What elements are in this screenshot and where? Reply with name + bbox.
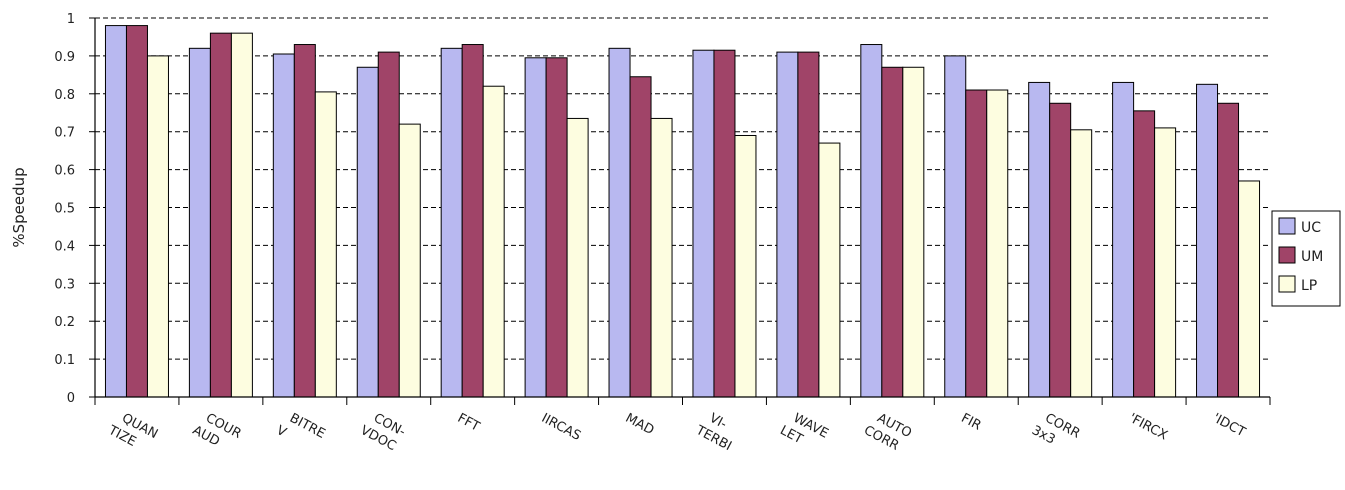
x-tick-label-line: V xyxy=(274,423,289,440)
y-tick-label: 0.7 xyxy=(54,126,75,141)
y-tick-label: 0.9 xyxy=(54,50,75,65)
bar-um xyxy=(293,44,316,398)
bar-um xyxy=(629,76,652,398)
x-tick-label-line: FIR xyxy=(958,411,983,434)
bar-lp xyxy=(1154,127,1177,398)
y-axis-title: %Speedup xyxy=(10,167,28,247)
bar-lp xyxy=(398,123,421,398)
bar-um xyxy=(881,66,904,398)
y-tick-label: 0.5 xyxy=(54,202,75,217)
x-tick-label-line: MAD xyxy=(623,411,657,438)
x-tick-label: FIR xyxy=(958,411,983,434)
bar-lp xyxy=(566,117,589,398)
bars xyxy=(104,25,1261,398)
bar-lp xyxy=(902,66,925,398)
x-tick-label-line: 'IDCT xyxy=(1210,411,1247,440)
bar-uc xyxy=(860,44,883,398)
bar-uc xyxy=(1196,83,1219,398)
legend: UC UM LP xyxy=(1271,210,1341,307)
legend-label-lp: LP xyxy=(1301,278,1317,294)
bar-um xyxy=(545,57,568,398)
bar-lp xyxy=(734,134,757,398)
bar-uc xyxy=(692,49,715,398)
x-tick-label: CON-VDOC xyxy=(358,411,408,454)
bar-um xyxy=(797,51,820,398)
legend-swatch-uc xyxy=(1278,217,1296,235)
bar-um xyxy=(1217,102,1240,398)
y-tick-label: 0.2 xyxy=(54,315,75,330)
bar-um xyxy=(461,44,484,398)
y-tick-labels: 0 0.1 0.2 0.3 0.4 0.5 0.6 0.7 0.8 0.9 1 xyxy=(54,12,75,406)
bar-uc xyxy=(440,47,463,398)
x-tick-label: 'FIRCX xyxy=(1126,411,1170,444)
bar-um xyxy=(377,51,400,398)
bar-lp xyxy=(650,117,673,398)
bar-uc xyxy=(524,57,547,398)
bar-um xyxy=(209,32,232,398)
y-tick-label: 0.4 xyxy=(54,239,75,254)
x-tick-label-line: BITRE xyxy=(287,411,328,442)
y-tick-label: 0 xyxy=(67,391,75,406)
x-tick-label-line: 'FIRCX xyxy=(1126,411,1170,444)
x-tick-label: MAD xyxy=(623,411,657,438)
bar-lp xyxy=(482,85,505,398)
x-tick-label: FFT xyxy=(455,411,482,435)
y-tick-label: 0.8 xyxy=(54,88,75,103)
x-tick-label: IIRCAS xyxy=(539,411,583,444)
bar-um xyxy=(125,25,148,398)
bar-lp xyxy=(818,142,841,398)
bar-um xyxy=(1049,102,1072,398)
bar-lp xyxy=(146,55,169,398)
x-tick-label: 'IDCT xyxy=(1210,411,1247,440)
x-tick-label-line: FFT xyxy=(455,411,482,435)
bar-lp xyxy=(314,91,337,398)
legend-swatch-lp xyxy=(1278,275,1296,293)
bar-uc xyxy=(272,53,295,398)
bar-lp xyxy=(986,89,1009,398)
bar-lp xyxy=(230,32,253,398)
legend-swatch-um xyxy=(1278,246,1296,264)
x-tick-label-line: IIRCAS xyxy=(539,411,583,444)
y-tick-label: 0.3 xyxy=(54,277,75,292)
bar-uc xyxy=(1112,81,1135,398)
bar-uc xyxy=(356,66,379,398)
gridlines xyxy=(95,17,1270,360)
bar-um xyxy=(1133,110,1156,398)
bar-uc xyxy=(608,47,631,398)
bar-um xyxy=(965,89,988,398)
legend-label-uc: UC xyxy=(1301,220,1321,236)
bar-uc xyxy=(1028,81,1051,398)
bar-lp xyxy=(1070,129,1093,398)
y-tick-label: 0.1 xyxy=(54,353,75,368)
legend-label-um: UM xyxy=(1301,249,1323,265)
bar-uc xyxy=(188,47,211,398)
y-tick-label: 0.6 xyxy=(54,164,75,179)
x-tick-label: VI-TERBI xyxy=(693,411,734,454)
y-tick-label: 1 xyxy=(67,12,75,27)
bar-uc xyxy=(776,51,799,398)
bar-uc xyxy=(104,25,127,398)
bar-um xyxy=(713,49,736,398)
axes xyxy=(89,17,1271,405)
bar-uc xyxy=(944,55,967,398)
bar-lp xyxy=(1238,180,1261,398)
x-tick-label-line: VI- xyxy=(707,411,730,433)
